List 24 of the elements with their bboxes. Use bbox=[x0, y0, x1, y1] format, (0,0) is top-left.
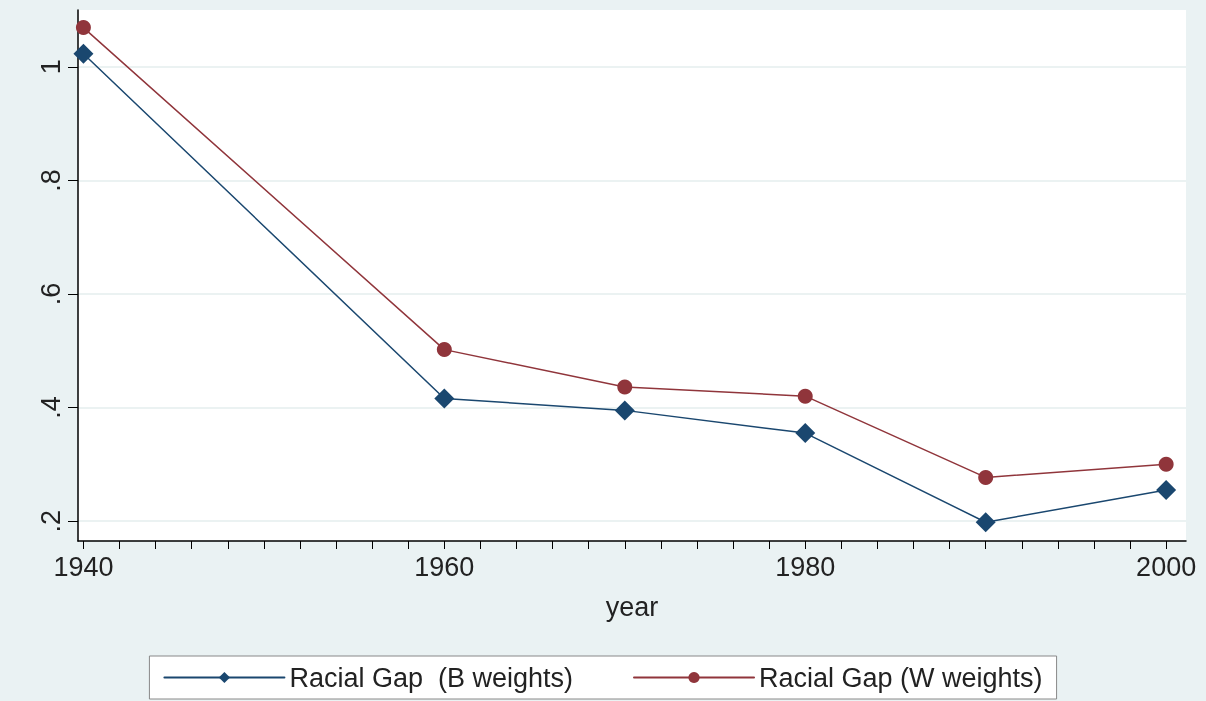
x-tick-label: 2000 bbox=[1136, 551, 1197, 582]
point bbox=[73, 43, 94, 64]
legend-label: Racial Gap (W weights) bbox=[759, 662, 1043, 693]
point bbox=[1156, 479, 1177, 500]
point bbox=[75, 20, 91, 36]
y-tick-label: .4 bbox=[35, 396, 66, 419]
point bbox=[978, 469, 994, 485]
point bbox=[795, 423, 816, 444]
x-tick-label: 1980 bbox=[775, 551, 836, 582]
point bbox=[436, 342, 452, 358]
y-tick-label: .2 bbox=[35, 509, 66, 533]
x-axis-title: year bbox=[605, 591, 659, 622]
y-tick-label: .8 bbox=[35, 169, 66, 192]
point bbox=[1158, 456, 1174, 472]
point bbox=[797, 388, 813, 404]
y-tick-label: .6 bbox=[35, 282, 66, 306]
point bbox=[434, 388, 455, 409]
point bbox=[617, 379, 633, 395]
point bbox=[975, 512, 996, 533]
legend-label: Racial Gap (B weights) bbox=[289, 662, 574, 693]
y-tick-label: 1 bbox=[35, 59, 66, 75]
point bbox=[614, 400, 635, 421]
x-tick-label: 1940 bbox=[53, 551, 114, 582]
x-tick-label: 1960 bbox=[414, 551, 475, 582]
